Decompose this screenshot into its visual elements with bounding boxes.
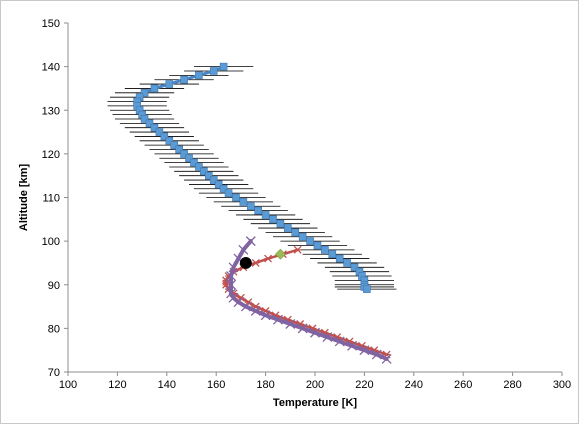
data-point-square: [160, 132, 169, 141]
y-tick-label: 140: [42, 62, 60, 74]
plot-area: [107, 62, 397, 364]
data-point-square: [209, 67, 218, 75]
y-tick-label: 70: [48, 367, 60, 379]
x-tick-label: 260: [454, 379, 472, 391]
data-point-x: [228, 262, 239, 273]
y-tick-label: 90: [48, 280, 60, 292]
x-tick-label: 220: [355, 379, 373, 391]
x-tick-label: 140: [158, 379, 176, 391]
data-point-square: [276, 219, 285, 228]
data-point-x: [250, 305, 261, 316]
data-point-x: [347, 340, 358, 351]
data-point-square: [291, 228, 300, 237]
axes: 100 120 140 160 180 200 220 240 260 280 300 70 80 90 1…: [42, 18, 572, 391]
data-point-square: [298, 232, 307, 241]
y-tick-label: 100: [42, 236, 60, 248]
data-point-circle: [239, 256, 252, 269]
data-point-x: [381, 353, 392, 364]
series-line-x: [229, 239, 389, 361]
x-tick-label: 200: [306, 379, 324, 391]
data-point-square: [204, 171, 213, 180]
x-axis-title: Temperature [K]: [273, 397, 357, 409]
data-point-x: [245, 236, 256, 247]
data-point-square: [150, 84, 159, 93]
data-point-x: [238, 244, 249, 255]
x-tick-label: 100: [59, 379, 77, 391]
data-point-square: [350, 263, 359, 272]
x-tick-label: 240: [405, 379, 423, 391]
data-point-x: [371, 349, 382, 360]
data-point-square: [195, 71, 203, 80]
data-point-x: [233, 297, 244, 308]
x-tick-label: 300: [553, 379, 571, 391]
data-point-asterisk: [293, 245, 302, 254]
data-point-x: [297, 323, 308, 334]
y-tick-label: 80: [48, 323, 60, 335]
data-point-x: [240, 301, 251, 312]
data-point-square: [165, 80, 174, 88]
data-point-square: [239, 198, 248, 206]
data-point-square: [209, 176, 218, 184]
data-point-square: [140, 89, 149, 97]
data-point-square: [306, 237, 314, 245]
data-point-square: [269, 215, 277, 224]
data-point-square: [180, 75, 188, 84]
data-point-x: [334, 336, 345, 347]
data-point-square: [145, 119, 154, 128]
data-point-square: [328, 250, 337, 259]
data-point-square: [335, 254, 344, 263]
data-point-square: [155, 128, 164, 136]
data-point-square: [313, 241, 322, 250]
data-point-square: [232, 193, 240, 202]
data-point-square: [254, 206, 262, 215]
data-point-square: [190, 158, 198, 167]
data-point-square: [219, 62, 228, 71]
data-point-x: [226, 279, 236, 290]
y-axis-title: Altitude [km]: [18, 164, 30, 232]
data-point-x: [285, 319, 296, 329]
x-tick-label: 280: [503, 379, 521, 391]
y-tick-label: 110: [42, 193, 60, 205]
data-point-square: [219, 184, 228, 193]
data-point-square: [185, 154, 193, 163]
y-tick-label: 150: [42, 18, 60, 30]
data-point-square: [200, 167, 208, 176]
data-point-square: [175, 145, 183, 154]
data-point-square: [224, 189, 233, 197]
data-point-x: [359, 345, 370, 356]
data-point-square: [170, 141, 179, 149]
data-point-diamond: [274, 248, 286, 260]
data-point-asterisk: [251, 258, 260, 267]
y-tick-label: 120: [42, 149, 60, 161]
data-point-square: [321, 246, 329, 254]
data-point-square: [284, 224, 292, 232]
data-point-square: [343, 259, 351, 267]
data-point-square: [261, 211, 270, 219]
x-tick-label: 120: [108, 379, 126, 391]
data-point-square: [246, 202, 255, 211]
x-tick-label: 160: [207, 379, 225, 391]
data-point-square: [214, 180, 223, 189]
data-point-square: [150, 123, 159, 132]
data-point-x: [226, 271, 236, 281]
y-tick-label: 130: [42, 105, 60, 117]
data-point-square: [180, 150, 188, 158]
data-point-x: [260, 310, 271, 321]
data-point-x: [322, 332, 333, 343]
x-tick-label: 180: [256, 379, 274, 391]
data-point-square: [165, 136, 174, 145]
data-point-square: [363, 285, 371, 293]
data-point-asterisk: [264, 254, 273, 263]
data-point-square: [140, 115, 149, 123]
data-point-x: [310, 327, 320, 338]
data-point-square: [195, 163, 203, 171]
data-point-x: [272, 314, 283, 325]
